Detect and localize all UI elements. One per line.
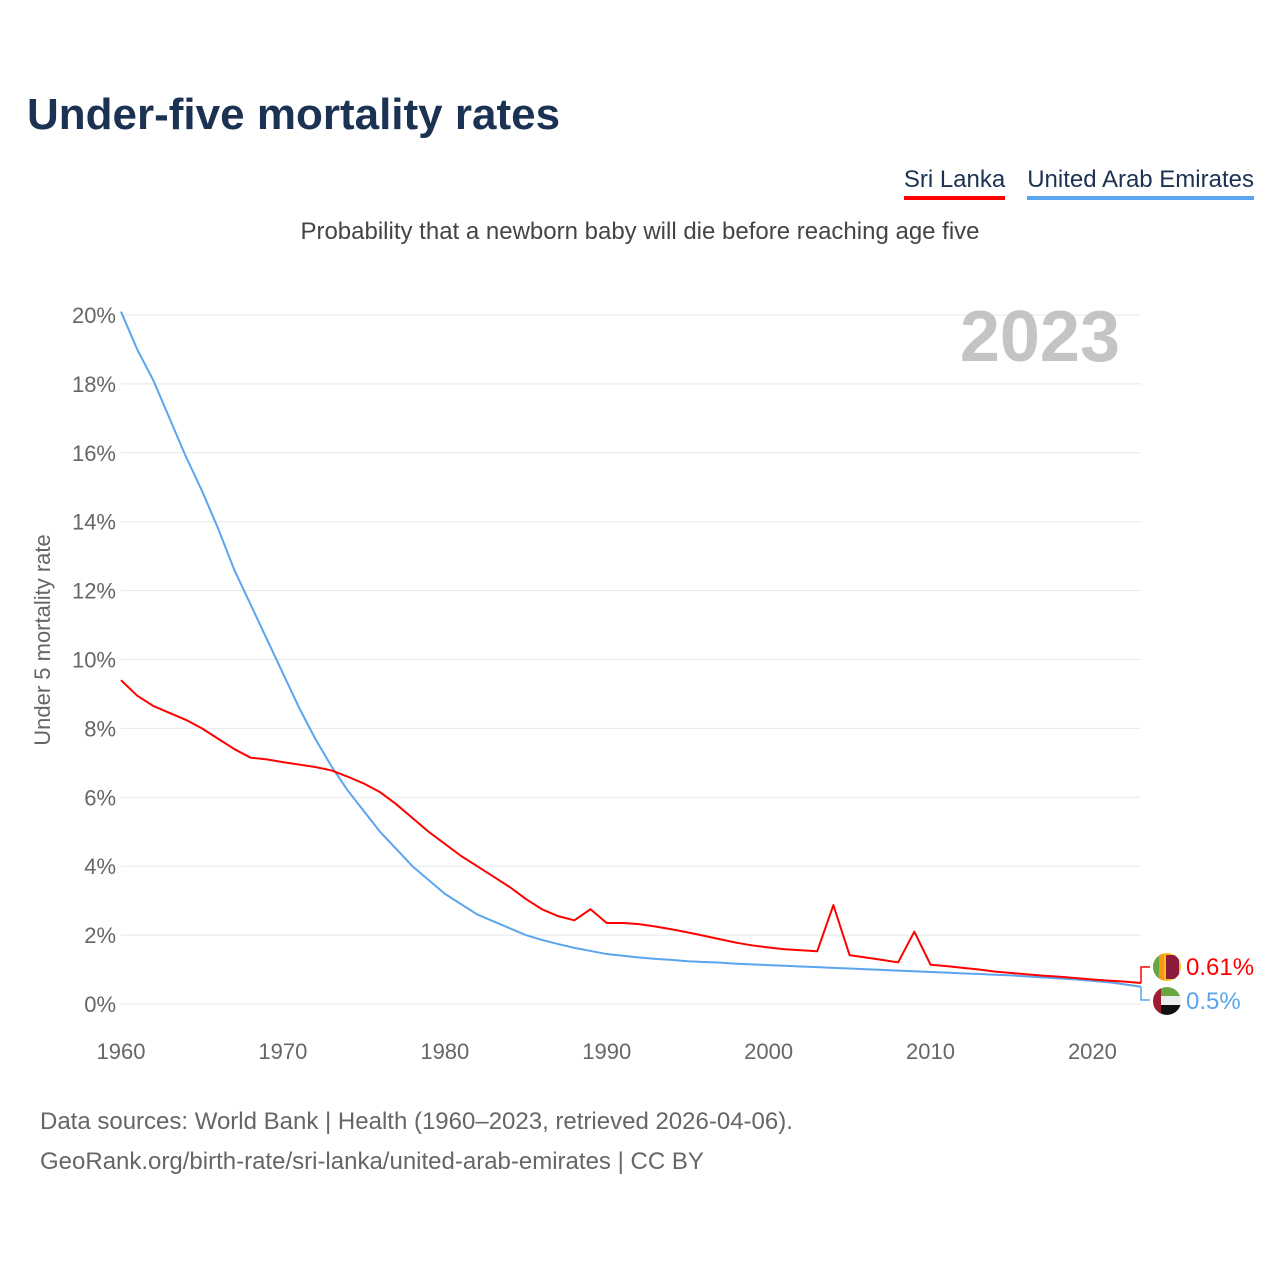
- y-tick-label: 12%: [72, 579, 116, 604]
- series-line-united-arab-emirates[interactable]: [120, 311, 1142, 988]
- y-axis-label: Under 5 mortality rate: [30, 534, 55, 746]
- uae-end-value: 0.5%: [1186, 988, 1241, 1015]
- y-tick-label: 10%: [72, 648, 116, 673]
- x-tick-label: 1980: [420, 1039, 469, 1064]
- y-tick-label: 16%: [72, 441, 116, 466]
- x-tick-label: 1970: [258, 1039, 307, 1064]
- legend-uae[interactable]: United Arab Emirates: [1027, 166, 1254, 200]
- source-line-1: Data sources: World Bank | Health (1960–…: [40, 1108, 793, 1135]
- y-tick-label: 0%: [84, 992, 116, 1017]
- uae-connector: [1140, 987, 1150, 1001]
- y-tick-label: 14%: [72, 510, 116, 535]
- uae-flag-icon: [1153, 987, 1181, 1015]
- chart-subtitle: Probability that a newborn baby will die…: [300, 218, 980, 245]
- x-tick-label: 1990: [582, 1039, 631, 1064]
- y-tick-label: 6%: [84, 785, 116, 810]
- y-tick-label: 20%: [72, 303, 116, 328]
- sri-lanka-end-value: 0.61%: [1186, 954, 1254, 981]
- sri-lanka-connector: [1140, 966, 1150, 983]
- source-line-2[interactable]: GeoRank.org/birth-rate/sri-lanka/united-…: [40, 1148, 704, 1175]
- x-tick-label: 2010: [906, 1039, 955, 1064]
- y-tick-label: 18%: [72, 372, 116, 397]
- y-tick-label: 2%: [84, 923, 116, 948]
- chart-title: Under-five mortality rates: [27, 90, 561, 139]
- year-watermark: 2023: [960, 297, 1120, 377]
- series-line-sri-lanka[interactable]: [120, 679, 1142, 984]
- x-tick-label: 1960: [97, 1039, 146, 1064]
- x-tick-label: 2000: [744, 1039, 793, 1064]
- y-tick-label: 8%: [84, 716, 116, 741]
- legend: Sri Lanka United Arab Emirates: [903, 166, 1254, 200]
- legend-sri-lanka[interactable]: Sri Lanka: [903, 166, 1006, 200]
- sri-lanka-flag-icon: [1153, 953, 1181, 981]
- y-tick-label: 4%: [84, 854, 116, 879]
- x-tick-label: 2020: [1068, 1039, 1117, 1064]
